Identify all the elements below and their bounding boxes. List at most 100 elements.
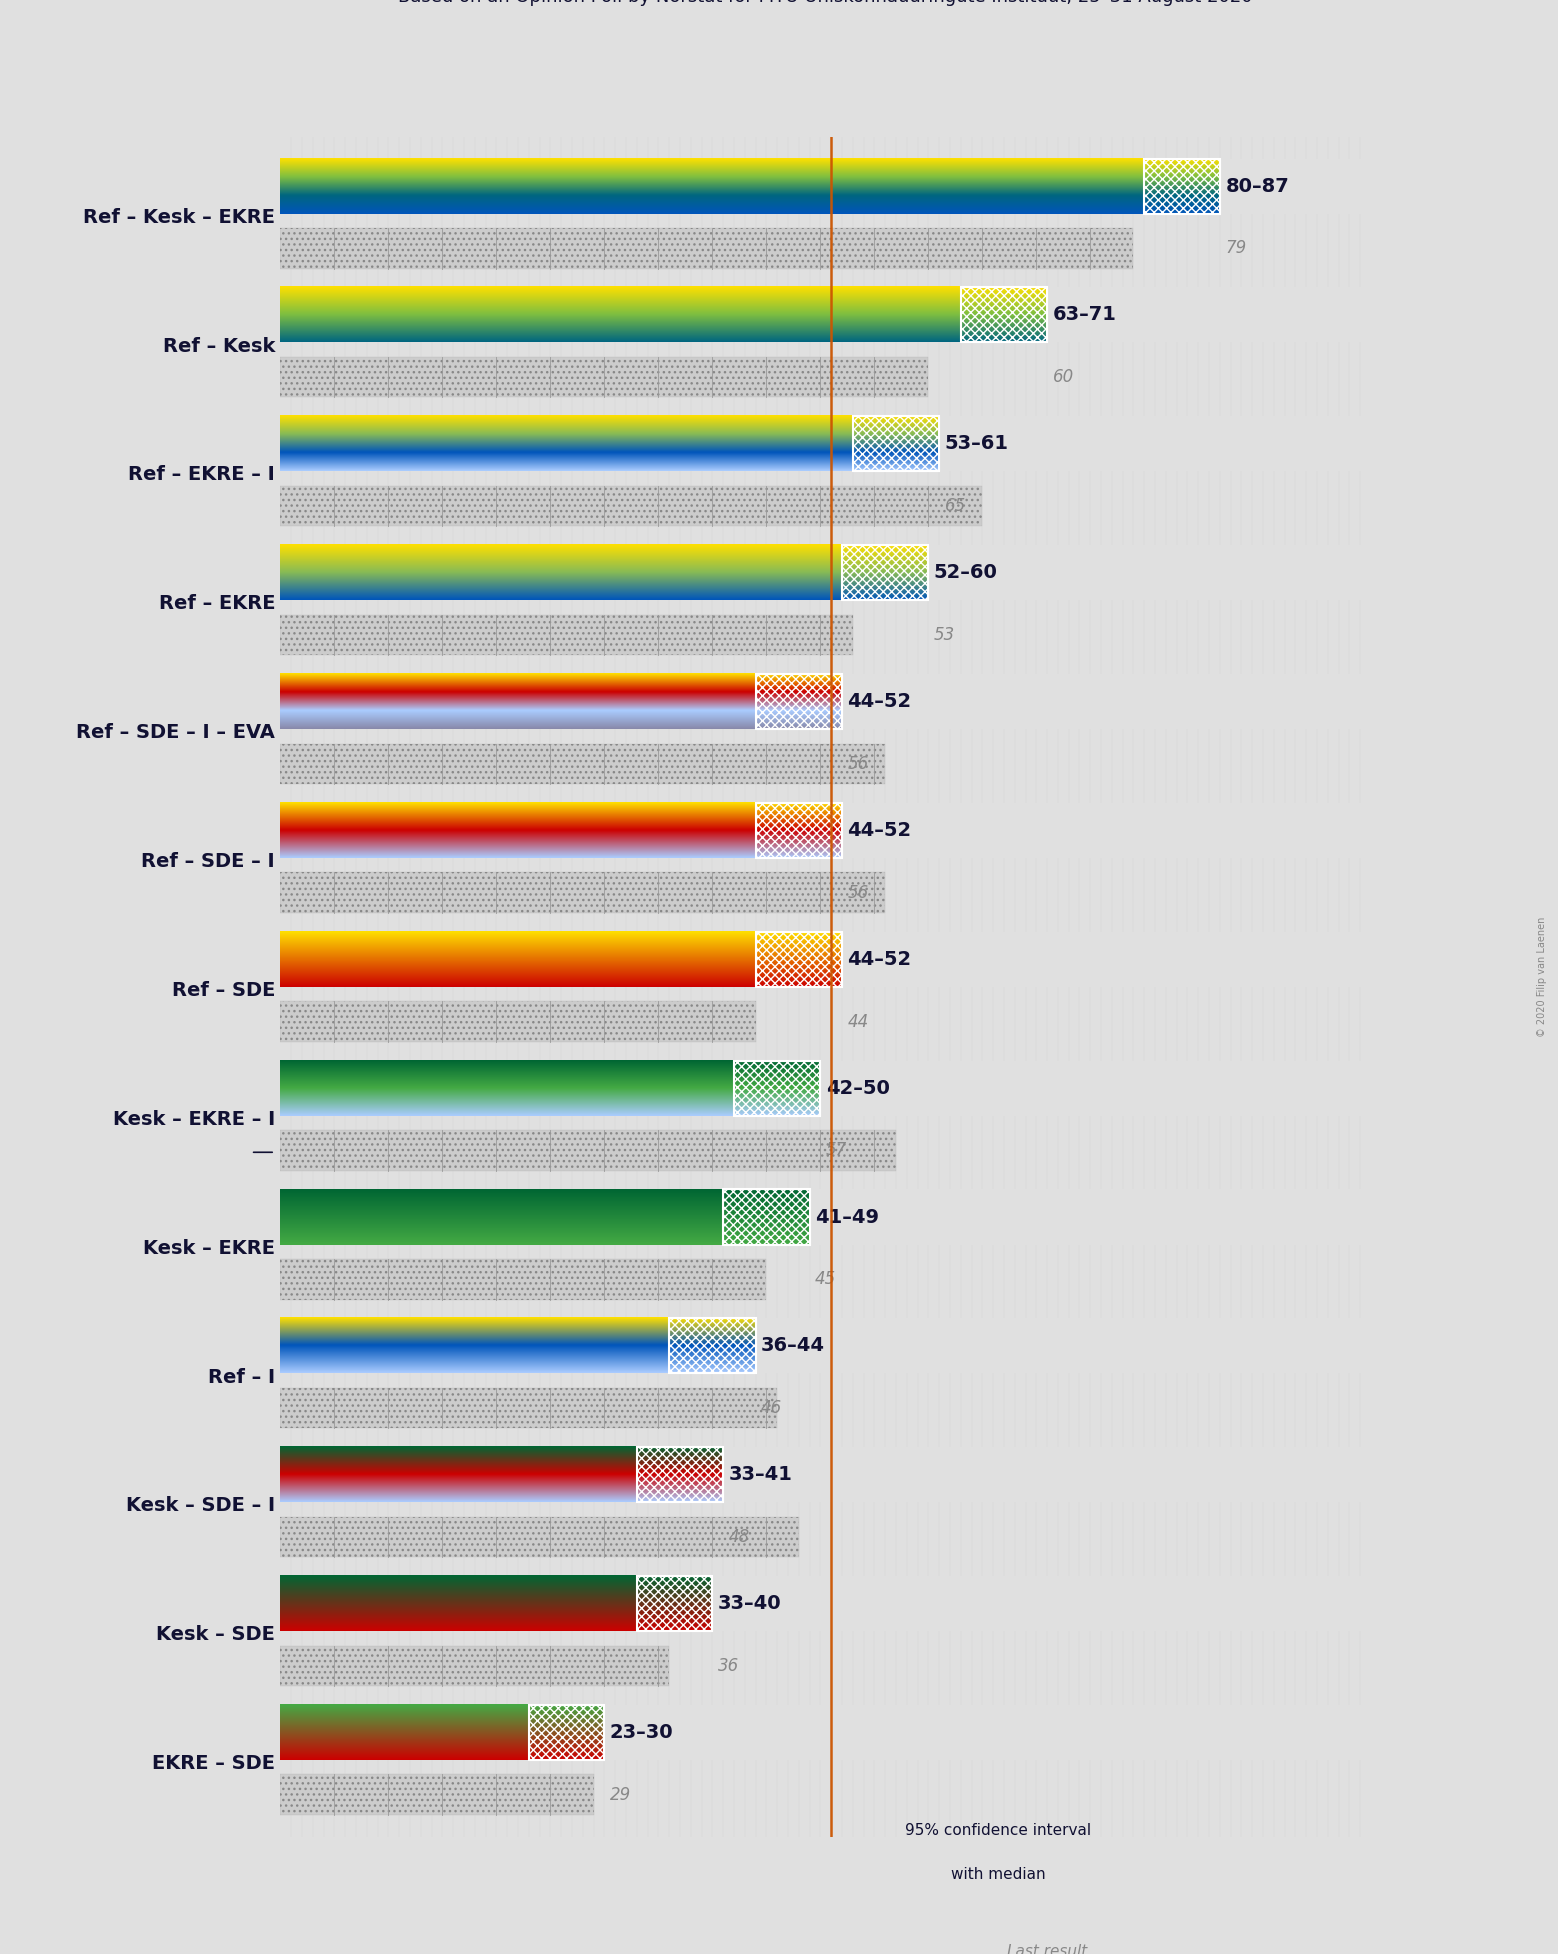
Text: 48: 48	[729, 1528, 749, 1546]
Bar	[723, 1190, 810, 1245]
Text: Ref – SDE: Ref – SDE	[171, 981, 276, 1000]
Bar	[637, 1577, 712, 1632]
Text: Ref – I: Ref – I	[207, 1368, 276, 1387]
Bar	[280, 616, 852, 655]
Text: 53: 53	[933, 625, 955, 645]
Bar	[280, 1516, 799, 1557]
Bar	[280, 1516, 799, 1557]
Text: 44–52: 44–52	[848, 692, 911, 711]
Text: Ref – EKRE: Ref – EKRE	[159, 594, 276, 614]
Text: © 2020 Filip van Laenen: © 2020 Filip van Laenen	[1538, 916, 1547, 1038]
Bar	[1220, 158, 1371, 213]
Bar	[280, 1645, 670, 1686]
Bar	[756, 803, 841, 858]
Text: 44–52: 44–52	[848, 821, 911, 840]
Bar	[637, 1577, 712, 1632]
Bar	[841, 803, 1371, 858]
Bar	[756, 674, 841, 729]
Bar	[528, 1706, 605, 1761]
Text: 36–44: 36–44	[760, 1337, 824, 1356]
Bar	[280, 1387, 777, 1428]
Bar	[637, 1448, 723, 1503]
Bar	[907, 1868, 992, 1936]
Bar	[280, 871, 885, 913]
Bar	[756, 803, 841, 858]
Bar	[961, 287, 1047, 342]
Bar	[280, 358, 929, 397]
Text: 44–52: 44–52	[848, 950, 911, 969]
Bar	[280, 744, 885, 784]
Bar	[841, 932, 1371, 987]
Bar	[280, 871, 885, 913]
Bar	[712, 1577, 1371, 1632]
Bar	[929, 545, 1371, 600]
Bar	[1003, 1874, 1091, 1929]
Text: 44: 44	[848, 1012, 869, 1030]
Text: 80–87: 80–87	[1225, 176, 1288, 195]
Bar	[280, 616, 852, 655]
Text: 33–41: 33–41	[729, 1466, 793, 1485]
Text: Kesk – EKRE: Kesk – EKRE	[143, 1239, 276, 1258]
Bar	[280, 1645, 670, 1686]
Bar	[1144, 158, 1220, 213]
Bar	[280, 1774, 594, 1815]
Bar	[670, 1319, 756, 1374]
Bar	[756, 932, 841, 987]
Text: Ref – SDE – I – EVA: Ref – SDE – I – EVA	[76, 723, 276, 743]
Text: 41–49: 41–49	[815, 1208, 879, 1227]
Bar	[734, 1061, 821, 1116]
Text: Ref – Kesk: Ref – Kesk	[162, 336, 276, 356]
Text: Based on an Opinion Poll by Norstat for MTÜ Ühiskonnauuringute Instituut, 25–31 : Based on an Opinion Poll by Norstat for …	[399, 0, 1253, 6]
Bar	[280, 1129, 896, 1170]
Bar	[841, 674, 1371, 729]
Bar	[939, 416, 1371, 471]
Bar	[280, 1387, 777, 1428]
Text: 56: 56	[848, 754, 869, 772]
Bar	[280, 1774, 594, 1815]
Text: EKRE – SDE: EKRE – SDE	[153, 1755, 276, 1772]
Text: with median: with median	[952, 1868, 1045, 1882]
Bar	[280, 229, 1134, 268]
Bar	[280, 1000, 756, 1041]
Bar	[841, 545, 929, 600]
Text: Ref – Kesk – EKRE: Ref – Kesk – EKRE	[83, 207, 276, 227]
Text: Ref – EKRE – I: Ref – EKRE – I	[128, 465, 276, 485]
Text: Last result: Last result	[1006, 1944, 1087, 1954]
Bar	[821, 1061, 1371, 1116]
Bar	[280, 1129, 896, 1170]
Bar	[852, 416, 939, 471]
Bar	[1144, 158, 1220, 213]
Bar	[605, 1706, 1371, 1761]
Bar	[841, 545, 929, 600]
Text: 95% confidence interval: 95% confidence interval	[905, 1823, 1092, 1839]
Text: 33–40: 33–40	[718, 1594, 782, 1614]
Bar	[280, 487, 982, 526]
Text: 45: 45	[815, 1270, 837, 1288]
Text: 23–30: 23–30	[609, 1723, 673, 1743]
Bar	[670, 1319, 756, 1374]
Bar	[852, 416, 939, 471]
Text: 46: 46	[760, 1399, 782, 1417]
Bar	[1047, 287, 1371, 342]
Text: 52–60: 52–60	[933, 563, 997, 582]
Text: 29: 29	[609, 1786, 631, 1804]
Bar	[280, 229, 1134, 268]
Bar	[280, 358, 929, 397]
Text: Ref – SDE – I: Ref – SDE – I	[142, 852, 276, 871]
Bar	[756, 1319, 1371, 1374]
Text: Kesk – EKRE – I: Kesk – EKRE – I	[112, 1110, 276, 1129]
Bar	[756, 932, 841, 987]
Bar	[280, 744, 885, 784]
Bar	[723, 1190, 810, 1245]
Text: 63–71: 63–71	[1053, 305, 1117, 324]
Text: 65: 65	[944, 496, 966, 516]
Bar	[961, 287, 1047, 342]
Text: 57: 57	[826, 1141, 848, 1159]
Bar	[280, 1000, 756, 1041]
Bar	[528, 1706, 605, 1761]
Text: 53–61: 53–61	[944, 434, 1008, 453]
Text: 79: 79	[1225, 238, 1246, 258]
Bar	[810, 1190, 1371, 1245]
Text: 60: 60	[1053, 367, 1073, 387]
Bar	[280, 487, 982, 526]
